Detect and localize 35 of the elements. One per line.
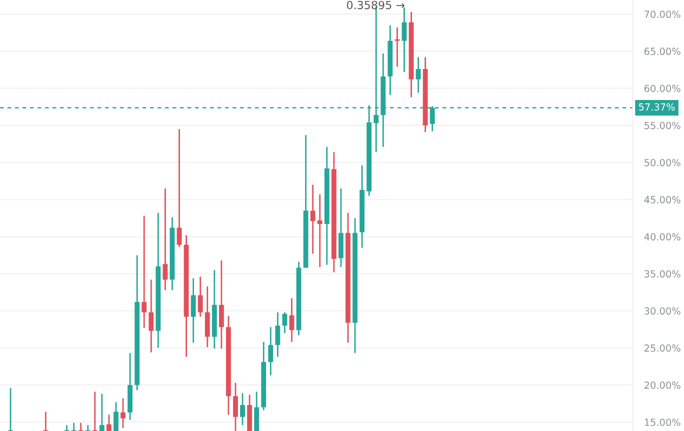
candlestick <box>120 398 126 429</box>
candlestick <box>99 393 104 431</box>
candlestick <box>254 390 260 431</box>
candlestick <box>218 260 224 350</box>
y-tick-label: 40.00% <box>644 233 680 240</box>
candlestick <box>268 326 274 376</box>
y-tick-label: 50.00% <box>644 158 680 166</box>
candlestick <box>142 215 147 329</box>
candlestick <box>190 277 196 344</box>
candlestick <box>394 26 400 68</box>
y-tick-label: 55.00% <box>644 122 680 130</box>
y-tick-label: 60.00% <box>644 84 680 92</box>
candlestick <box>148 278 154 354</box>
candlestick <box>416 56 421 94</box>
candlestick <box>106 414 112 431</box>
y-tick-label: 25.00% <box>644 344 680 352</box>
y-tick-label: 35.00% <box>644 270 680 278</box>
y-tick-label: 15.00% <box>644 418 680 426</box>
candlestick <box>275 312 280 358</box>
candlestick <box>233 382 238 431</box>
candlestick <box>402 6 407 73</box>
candlestick <box>317 194 322 268</box>
y-tick-label: 30.00% <box>644 307 680 315</box>
ref-line-label: 57.37% <box>639 103 675 111</box>
candlestick <box>240 392 245 426</box>
candlestick <box>198 276 203 318</box>
y-tick-label: 20.00% <box>644 381 680 389</box>
y-tick-label: 65.00% <box>644 48 680 56</box>
candlestick <box>114 401 118 431</box>
candlestick <box>162 188 168 291</box>
annotation: 0.35895 → <box>346 0 404 10</box>
candlestick <box>176 128 182 248</box>
y-tick-label: 70.00% <box>644 10 680 18</box>
candlestick <box>310 184 316 254</box>
y-tick-label: 45.00% <box>644 196 680 204</box>
